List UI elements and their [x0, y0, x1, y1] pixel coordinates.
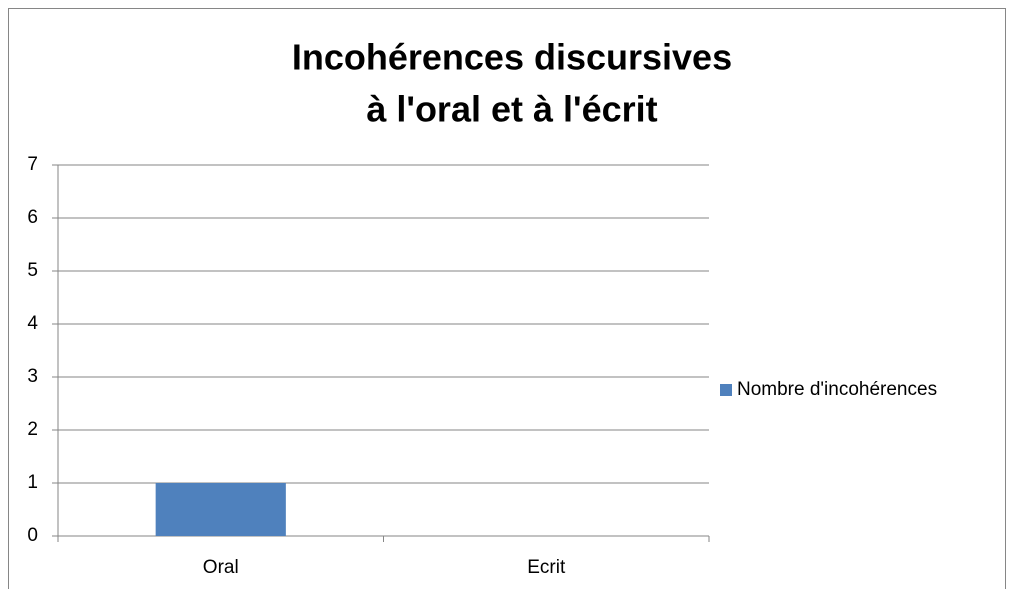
y-tick-label: 0: [27, 525, 38, 546]
legend-swatch: [720, 384, 732, 396]
y-tick-label: 4: [27, 313, 38, 334]
legend-label: Nombre d'incohérences: [737, 379, 937, 400]
chart-title: Incohérences discursives: [292, 37, 732, 78]
chart-title: à l'oral et à l'écrit: [366, 89, 657, 130]
x-tick-label: Oral: [203, 557, 239, 578]
y-tick-label: 1: [27, 472, 38, 493]
y-tick-label: 7: [27, 154, 38, 175]
y-tick-label: 5: [27, 260, 38, 281]
x-tick-label: Ecrit: [527, 557, 566, 578]
y-tick-label: 6: [27, 207, 38, 228]
bar: [155, 483, 286, 536]
y-tick-label: 2: [27, 419, 38, 440]
y-tick-label: 3: [27, 366, 38, 387]
